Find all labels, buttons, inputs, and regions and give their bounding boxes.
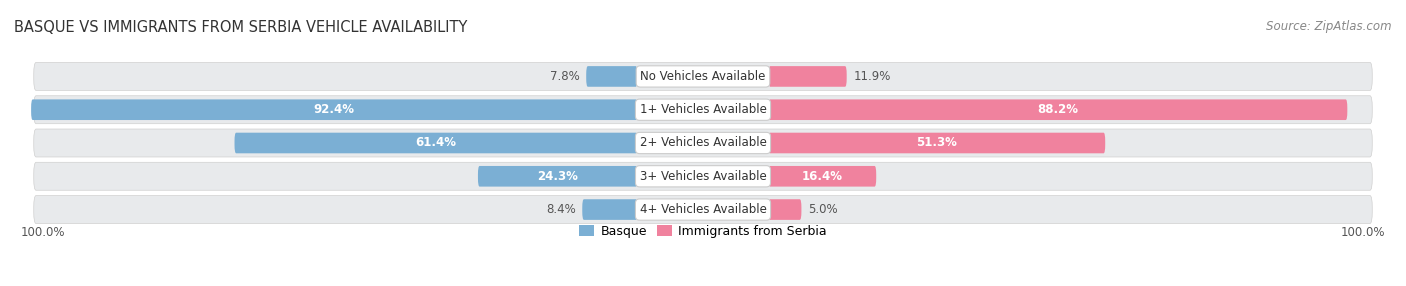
FancyBboxPatch shape — [34, 196, 1372, 224]
FancyBboxPatch shape — [769, 100, 1347, 120]
Text: 100.0%: 100.0% — [21, 226, 65, 239]
Legend: Basque, Immigrants from Serbia: Basque, Immigrants from Serbia — [574, 220, 832, 243]
Text: 100.0%: 100.0% — [1341, 226, 1385, 239]
Text: 61.4%: 61.4% — [415, 136, 457, 150]
Text: 4+ Vehicles Available: 4+ Vehicles Available — [640, 203, 766, 216]
FancyBboxPatch shape — [34, 129, 1372, 157]
FancyBboxPatch shape — [34, 162, 1372, 190]
Text: 11.9%: 11.9% — [853, 70, 890, 83]
Text: 51.3%: 51.3% — [917, 136, 957, 150]
FancyBboxPatch shape — [31, 100, 637, 120]
Text: No Vehicles Available: No Vehicles Available — [640, 70, 766, 83]
FancyBboxPatch shape — [34, 62, 1372, 90]
FancyBboxPatch shape — [769, 199, 801, 220]
Text: 24.3%: 24.3% — [537, 170, 578, 183]
FancyBboxPatch shape — [478, 166, 637, 186]
Text: 1+ Vehicles Available: 1+ Vehicles Available — [640, 103, 766, 116]
Text: 92.4%: 92.4% — [314, 103, 354, 116]
Text: 5.0%: 5.0% — [808, 203, 838, 216]
FancyBboxPatch shape — [34, 96, 1372, 124]
FancyBboxPatch shape — [586, 66, 637, 87]
Text: Source: ZipAtlas.com: Source: ZipAtlas.com — [1267, 20, 1392, 33]
Text: 88.2%: 88.2% — [1038, 103, 1078, 116]
Text: 3+ Vehicles Available: 3+ Vehicles Available — [640, 170, 766, 183]
FancyBboxPatch shape — [769, 66, 846, 87]
Text: 16.4%: 16.4% — [801, 170, 844, 183]
Text: 2+ Vehicles Available: 2+ Vehicles Available — [640, 136, 766, 150]
FancyBboxPatch shape — [769, 133, 1105, 153]
Text: 7.8%: 7.8% — [550, 70, 579, 83]
Text: BASQUE VS IMMIGRANTS FROM SERBIA VEHICLE AVAILABILITY: BASQUE VS IMMIGRANTS FROM SERBIA VEHICLE… — [14, 20, 467, 35]
FancyBboxPatch shape — [769, 166, 876, 186]
FancyBboxPatch shape — [235, 133, 637, 153]
FancyBboxPatch shape — [582, 199, 637, 220]
Text: 8.4%: 8.4% — [546, 203, 575, 216]
